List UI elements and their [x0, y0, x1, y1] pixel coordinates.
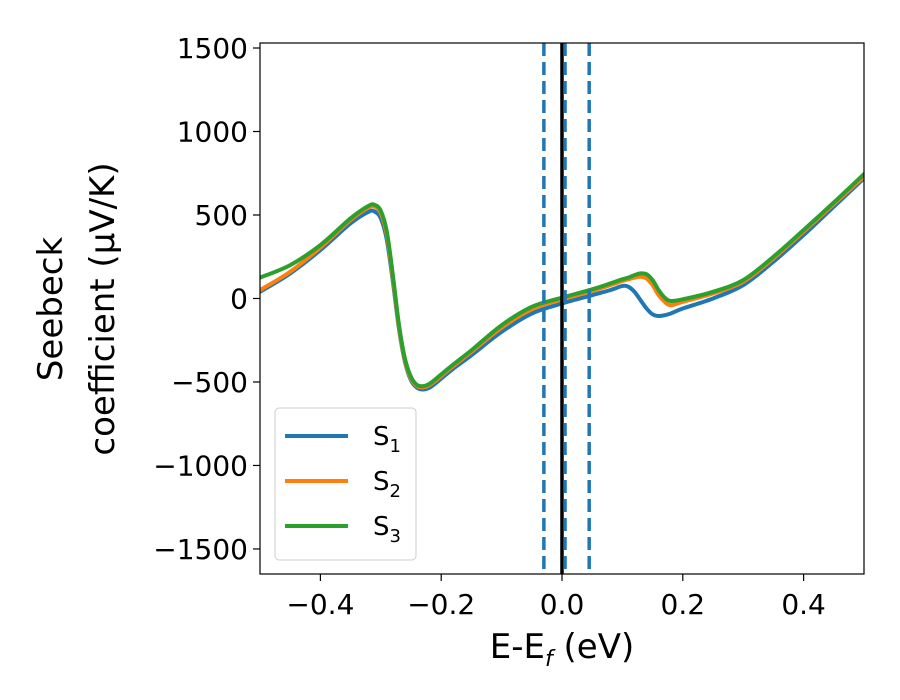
x-tick-label: −0.4	[286, 588, 354, 621]
vertical-lines-layer	[542, 43, 591, 574]
x-ticks: −0.4 −0.2 0.0 0.2 0.4	[286, 574, 826, 621]
y-tick-label: −1500	[153, 533, 248, 566]
y-tick-label: 0	[230, 282, 248, 315]
legend-label-s1: S1	[373, 422, 401, 457]
x-tick-label: 0.0	[540, 588, 585, 621]
legend-label-s3: S3	[373, 512, 401, 547]
x-tick-label: 0.2	[661, 588, 706, 621]
x-tick-label: 0.4	[781, 588, 826, 621]
y-ticks: −1500 −1000 −500 0 500 1000 1500	[153, 32, 260, 566]
legend: S1 S2 S3	[274, 407, 417, 561]
x-axis-label: E-Ef (eV)	[490, 627, 635, 672]
y-tick-label: 1000	[177, 116, 248, 149]
series-line-s3	[260, 172, 864, 389]
svg-text:Seebeck: Seebeck	[31, 237, 71, 382]
svg-text:coefficient (μV/K): coefficient (μV/K)	[83, 162, 123, 455]
y-tick-label: −500	[171, 366, 248, 399]
y-tick-label: 1500	[177, 32, 248, 65]
y-tick-label: 500	[195, 199, 248, 232]
y-axis-label: Seebeck coefficient (μV/K)	[31, 162, 123, 455]
legend-label-s2: S2	[373, 467, 401, 502]
legend-box	[274, 407, 417, 561]
legend-items: S1 S2 S3	[285, 422, 401, 547]
series-layer	[260, 172, 864, 392]
y-tick-label: −1000	[153, 449, 248, 482]
x-tick-label: −0.2	[407, 588, 475, 621]
